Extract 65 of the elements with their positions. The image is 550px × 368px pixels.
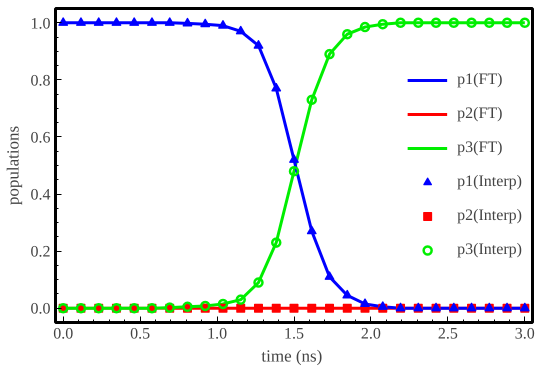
- point: [236, 26, 246, 34]
- x-tick-label: 0.0: [53, 326, 74, 342]
- x-tick-label: 1.0: [207, 326, 228, 342]
- point: [430, 18, 442, 28]
- y-tick-label: 0.0: [30, 300, 50, 318]
- point: [129, 17, 140, 26]
- point: [289, 154, 299, 163]
- y-tick-label: 0.8: [30, 72, 50, 90]
- point: [290, 304, 298, 313]
- point: [164, 17, 175, 26]
- x-tick-label: 2.5: [438, 326, 458, 342]
- y-tick-label: 0.4: [30, 186, 50, 204]
- point: [378, 18, 388, 30]
- point: [306, 94, 318, 106]
- legend-label: p3(Interp): [457, 241, 522, 259]
- point: [146, 17, 157, 26]
- y-tick-label: 1.0: [30, 15, 50, 32]
- legend-label: p2(Interp): [457, 207, 522, 225]
- point: [218, 20, 228, 29]
- x-tick-label: 2.0: [360, 326, 381, 342]
- x-tick-label: 0.5: [130, 326, 150, 342]
- point: [378, 301, 388, 310]
- point: [342, 28, 353, 40]
- legend-label: p3(FT): [457, 139, 502, 157]
- point: [288, 166, 300, 176]
- point: [270, 237, 282, 248]
- x-tick-label: 3.0: [514, 326, 535, 342]
- point: [325, 304, 334, 313]
- point: [218, 298, 228, 310]
- point: [200, 18, 210, 28]
- point: [466, 18, 477, 28]
- point: [360, 22, 370, 32]
- point: [324, 48, 335, 60]
- x-axis-title: time (ns): [261, 346, 322, 366]
- point: [111, 17, 122, 26]
- x-tick-label: 1.5: [284, 326, 304, 342]
- point: [200, 300, 210, 312]
- legend-label: p1(FT): [457, 71, 502, 89]
- point: [342, 304, 352, 313]
- point: [307, 304, 316, 313]
- legend-label: p2(FT): [457, 105, 502, 123]
- point: [342, 290, 352, 298]
- y-tick-label: 0.2: [30, 244, 50, 261]
- point: [306, 225, 317, 234]
- point: [360, 298, 370, 308]
- point: [94, 17, 104, 26]
- point: [253, 277, 264, 288]
- legend-label: p1(Interp): [457, 173, 522, 191]
- point: [324, 271, 335, 280]
- point: [272, 304, 281, 313]
- point: [182, 18, 192, 26]
- point: [484, 18, 495, 28]
- y-axis-title: populations: [4, 126, 22, 206]
- point: [502, 18, 512, 28]
- y-tick-label: 0.6: [30, 129, 50, 146]
- point: [413, 18, 424, 28]
- point: [271, 82, 282, 92]
- point: [395, 18, 406, 28]
- point: [253, 40, 264, 49]
- point: [254, 304, 263, 313]
- point: [235, 294, 246, 305]
- point: [58, 17, 68, 26]
- point: [76, 17, 86, 26]
- point: [236, 304, 246, 313]
- point: [448, 18, 460, 28]
